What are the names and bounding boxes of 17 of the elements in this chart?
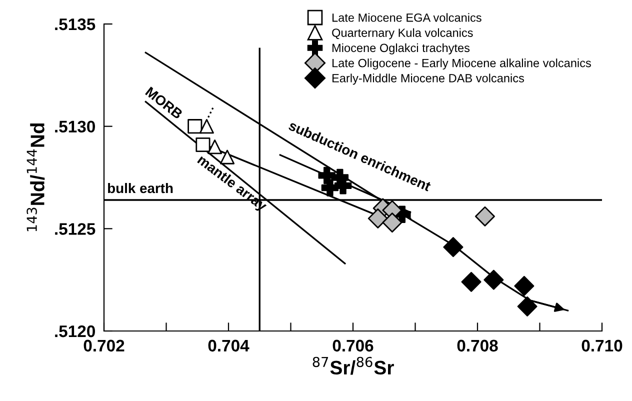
x-tick-label: 0.710 xyxy=(582,340,622,352)
y-tick-label: .5135 xyxy=(55,18,96,30)
legend-label: Quarternary Kula volcanics xyxy=(332,28,473,40)
y-tick-label: .5125 xyxy=(55,223,96,235)
x-axis-title: $^{87}$Sr/$^{86}$Sr xyxy=(312,356,394,375)
y-axis-title: $^{143}$Nd/$^{144}$Nd xyxy=(26,123,45,232)
legend-label: Late Oligocene - Early Miocene alkaline volcanics xyxy=(332,58,591,70)
legend-label: Early-Middle Miocene DAB volcanics xyxy=(332,74,524,85)
ref-line-label: bulk earth xyxy=(108,182,173,194)
legend-label: Miocene Oglakci trachytes xyxy=(332,43,470,54)
x-tick-label: 0.702 xyxy=(84,340,124,352)
y-tick-label: .5130 xyxy=(55,120,95,133)
legend-label: Late Miocene EGA volcanics xyxy=(332,13,482,22)
x-tick-label: 0.704 xyxy=(208,340,250,352)
x-tick-label: 0.706 xyxy=(332,340,374,352)
y-tick-label: .5120 xyxy=(55,325,95,338)
x-tick-label: 0.708 xyxy=(457,340,498,352)
